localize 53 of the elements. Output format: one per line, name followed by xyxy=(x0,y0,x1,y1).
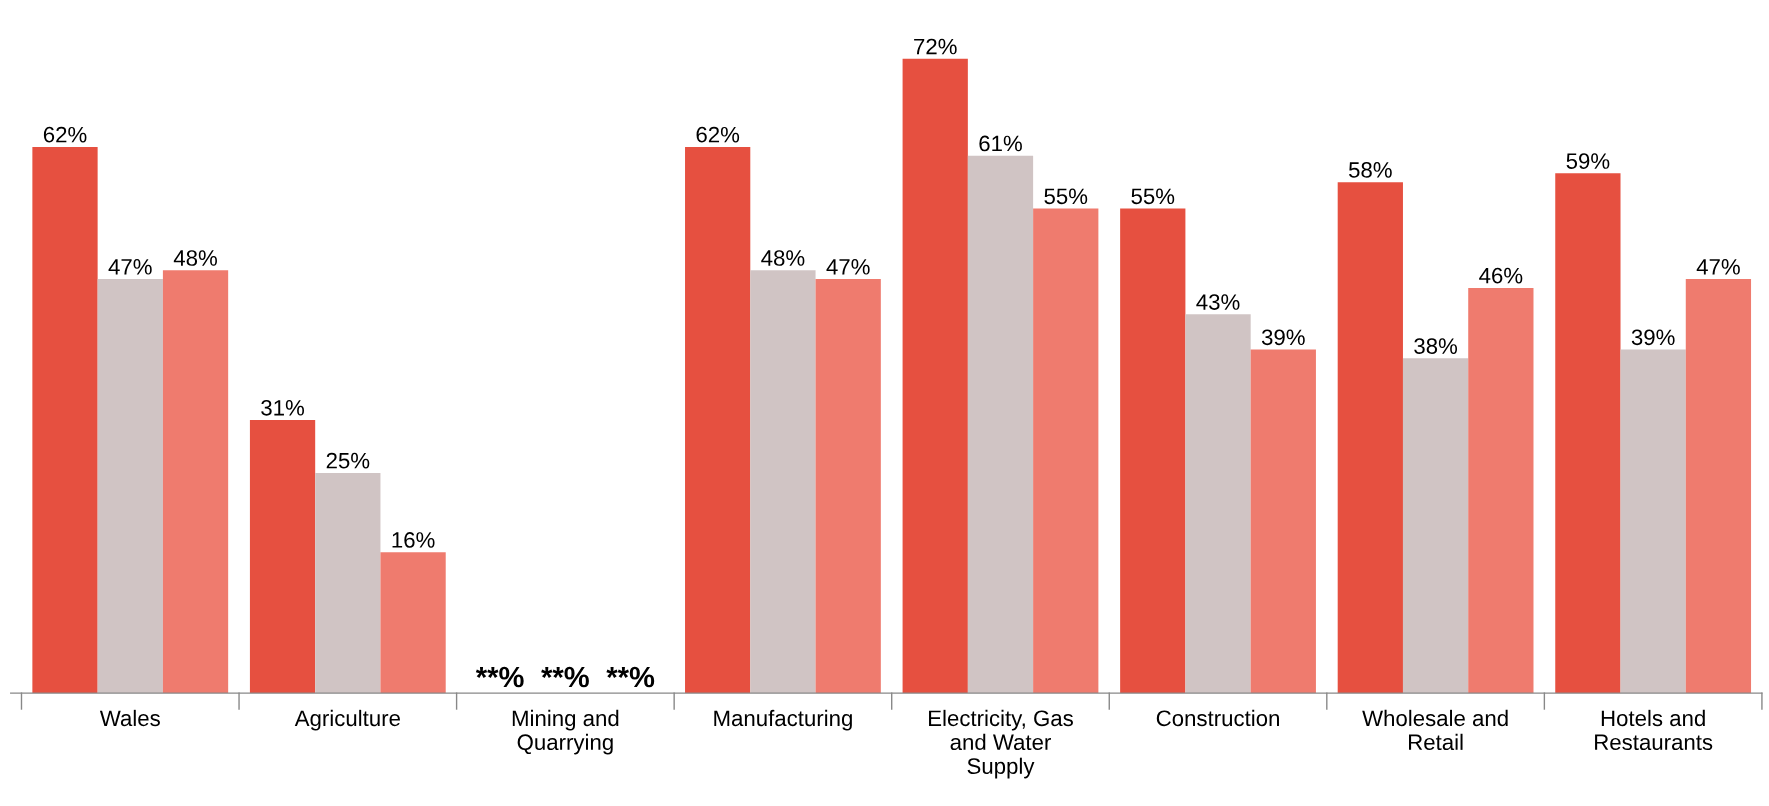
x-tick-label: Construction xyxy=(1156,709,1279,727)
data-label: 39% xyxy=(1261,329,1305,346)
bar xyxy=(162,270,229,694)
data-label: 62% xyxy=(696,126,740,143)
data-label: 62% xyxy=(43,126,87,143)
bar xyxy=(249,420,316,694)
data-label: 46% xyxy=(1479,267,1523,284)
data-label: 38% xyxy=(1414,338,1458,354)
text: **% xyxy=(475,666,524,688)
data-label: 48% xyxy=(173,250,217,266)
text: **% xyxy=(606,666,655,688)
x-tick-label: Wholesale and Retail xyxy=(1362,709,1508,751)
bar xyxy=(1402,358,1469,694)
data-label: 48% xyxy=(761,250,805,266)
bar xyxy=(1620,349,1686,694)
data-label: 72% xyxy=(914,38,957,55)
x-tick-label: Agriculture xyxy=(294,709,400,731)
bar xyxy=(1033,208,1099,694)
data-label: 55% xyxy=(1131,188,1175,205)
bar xyxy=(315,472,381,694)
x-tick-label: Electricity, Gas and Water Supply xyxy=(929,709,1073,779)
bar xyxy=(815,279,881,694)
bar xyxy=(1685,279,1752,694)
bar xyxy=(1185,314,1251,694)
bar xyxy=(685,146,751,694)
bar xyxy=(1337,182,1403,694)
bar xyxy=(750,270,816,694)
bar xyxy=(967,155,1034,694)
x-tick-label: Mining and Quarrying xyxy=(512,709,619,755)
bar xyxy=(1555,173,1621,694)
x-tick-label: Wales xyxy=(99,709,160,727)
data-label: 47% xyxy=(826,259,870,275)
bar xyxy=(1120,208,1186,694)
bar xyxy=(32,146,98,694)
data-label: 59% xyxy=(1566,153,1610,169)
bar xyxy=(1468,287,1534,694)
data-label: 55% xyxy=(1044,188,1088,205)
data-label: 58% xyxy=(1348,162,1392,178)
bar xyxy=(97,279,163,694)
data-label: 25% xyxy=(326,452,370,469)
data-label: 61% xyxy=(979,135,1022,152)
bar xyxy=(1250,349,1316,694)
x-tick-label: Manufacturing xyxy=(714,709,852,731)
data-label: 47% xyxy=(1696,259,1740,275)
bar xyxy=(902,58,968,694)
data-label: 31% xyxy=(261,399,305,416)
data-label: 16% xyxy=(392,532,435,548)
bar xyxy=(380,552,446,694)
data-label: 47% xyxy=(108,259,152,275)
data-label: 39% xyxy=(1631,329,1675,346)
text: **% xyxy=(541,666,589,688)
x-tick-label: Hotels and Restaurants xyxy=(1595,709,1713,751)
data-label: 43% xyxy=(1196,294,1240,310)
